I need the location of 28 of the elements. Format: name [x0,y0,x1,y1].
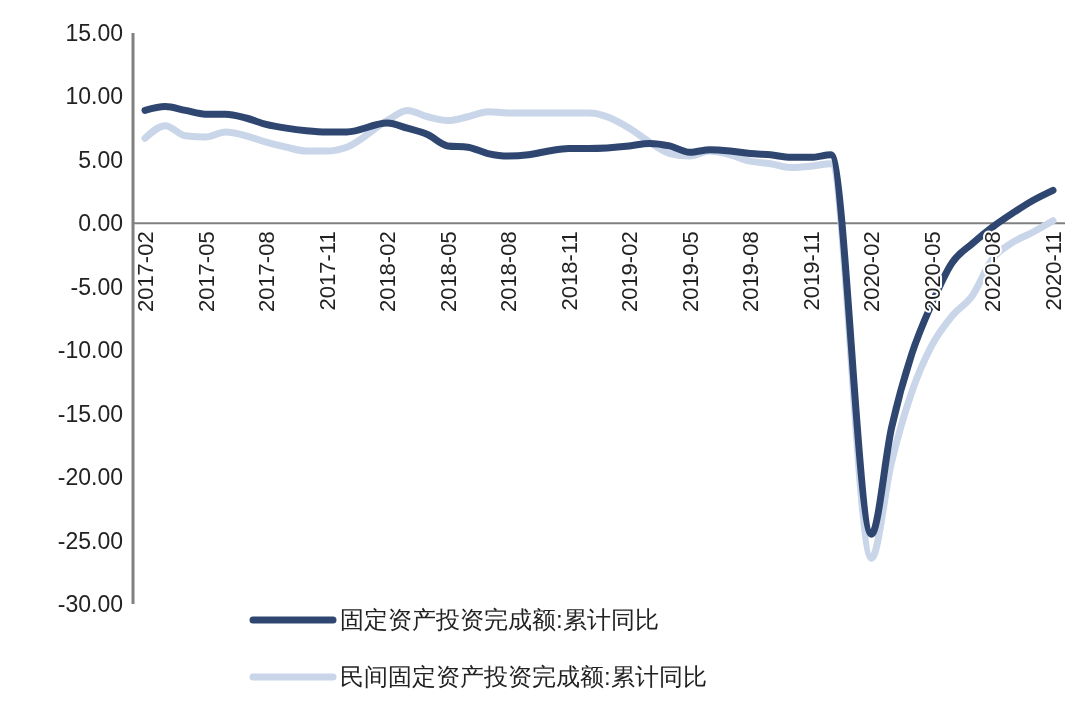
x-tick-label: 2019-02 [617,231,643,313]
x-tick-label: 2019-05 [677,231,703,313]
x-tick-label: 2017-05 [193,231,219,313]
x-tick-label: 2020-02 [859,231,885,313]
x-tick-label: 2017-11 [314,231,340,311]
y-tick-label: 10.00 [65,83,123,110]
x-tick-label: 2018-11 [556,231,582,311]
y-tick-label: -5.00 [70,273,123,300]
x-tick-label: 2019-11 [798,231,824,311]
legend-label: 固定资产投资完成额:累计同比 [340,606,659,634]
x-tick-label: 2020-05 [919,231,945,313]
x-tick-label: 2017-08 [254,231,280,313]
legend-label: 民间固定资产投资完成额:累计同比 [340,663,707,691]
x-tick-label: 2017-02 [133,231,158,313]
x-tick-label: 2018-02 [375,231,401,313]
y-tick-label: -20.00 [57,464,123,491]
y-tick-label: -10.00 [57,337,123,364]
x-tick-label: 2020-11 [1041,231,1066,311]
y-tick-label: -15.00 [57,400,123,427]
y-tick-label: -30.00 [57,591,123,618]
y-tick-label: 5.00 [78,146,123,173]
y-tick-label: -25.00 [57,527,123,554]
x-tick-label: 2020-08 [980,231,1006,313]
y-tick-label: 15.00 [65,20,123,47]
x-tick-label: 2018-08 [496,231,522,313]
x-tick-label: 2018-05 [435,231,461,313]
y-tick-label: 0.00 [78,210,123,237]
x-tick-label: 2019-08 [738,231,764,313]
